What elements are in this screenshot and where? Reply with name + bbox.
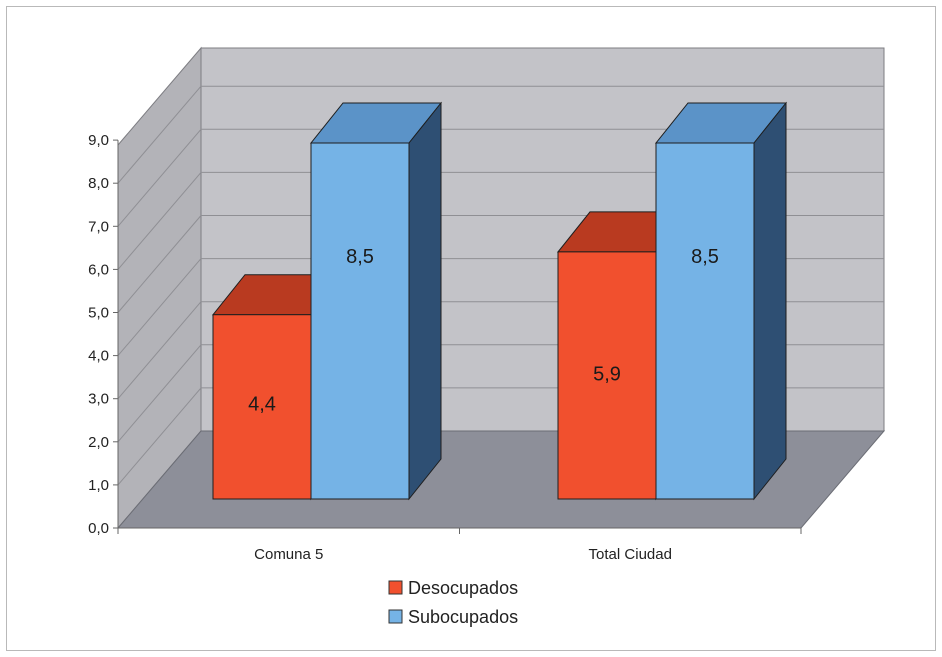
bar: 8,5 — [654, 101, 788, 501]
data-label: 8,5 — [346, 246, 374, 268]
y-tick-label: 7,0 — [88, 218, 109, 235]
y-tick-label: 8,0 — [88, 175, 109, 192]
bar-front-face — [557, 251, 657, 500]
y-tick-label: 1,0 — [88, 477, 109, 494]
gridline — [117, 301, 202, 400]
legend-swatch — [388, 609, 403, 624]
chart-area: 0,0 1,0 2,0 3,0 4,0 5,0 6,0 7,0 8,0 9,0 4,4 8,5 5,9… — [88, 46, 886, 627]
gridline — [117, 344, 202, 443]
legend-label: Desocupados — [408, 578, 518, 598]
gridline — [117, 85, 202, 184]
gridline — [117, 387, 202, 486]
bar-front-face — [655, 142, 755, 500]
y-tick-label: 6,0 — [88, 261, 109, 278]
bar-front-face — [310, 142, 410, 500]
gridline — [117, 215, 202, 313]
y-tick-label: 5,0 — [88, 305, 109, 322]
data-label: 8,5 — [691, 246, 719, 268]
legend: Desocupados Subocupados — [388, 578, 518, 627]
y-tick-label: 0,0 — [88, 520, 109, 537]
gridline — [117, 172, 202, 270]
bar: 8,5 — [309, 101, 443, 501]
bar-side-face — [753, 101, 787, 501]
x-tick-label: Comuna 5 — [254, 546, 323, 563]
y-tick-label: 4,0 — [88, 348, 109, 365]
y-axis: 0,0 1,0 2,0 3,0 4,0 5,0 6,0 7,0 8,0 9,0 — [88, 132, 119, 537]
bars: 4,4 8,5 5,9 8,5 — [211, 101, 788, 501]
x-axis: Comuna 5 Total Ciudad — [117, 527, 802, 563]
chart-frame: 0,0 1,0 2,0 3,0 4,0 5,0 6,0 7,0 8,0 9,0 4,4 8,5 5,9… — [6, 6, 936, 651]
legend-label: Subocupados — [408, 607, 518, 627]
legend-swatch — [388, 580, 403, 595]
bar-front-face — [212, 314, 312, 500]
y-tick-label: 3,0 — [88, 391, 109, 408]
y-tick-label: 2,0 — [88, 434, 109, 451]
y-tick-label: 9,0 — [88, 132, 109, 149]
bar-side-face — [408, 101, 442, 501]
data-label: 5,9 — [593, 363, 621, 385]
data-label: 4,4 — [248, 394, 276, 416]
x-tick-label: Total Ciudad — [589, 546, 672, 563]
gridline — [117, 258, 202, 356]
gridline — [117, 128, 202, 227]
